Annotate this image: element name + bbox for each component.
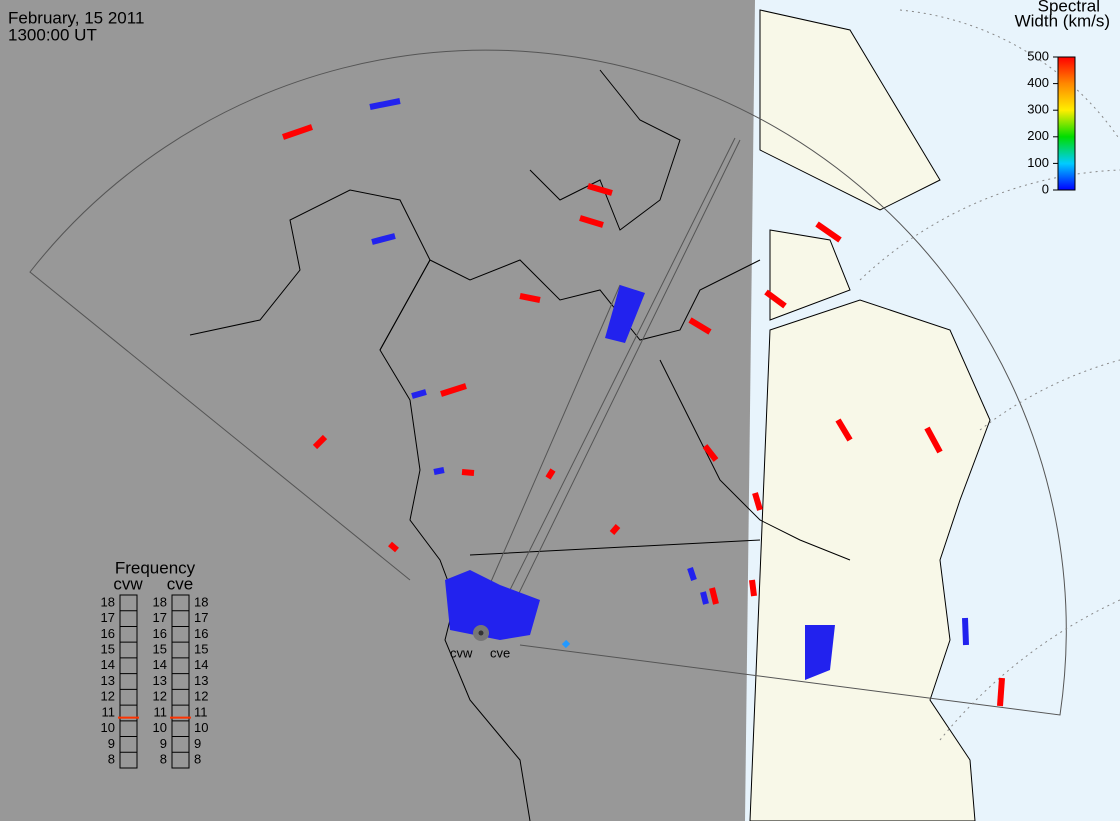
- frequency-tick-label: 17: [194, 610, 208, 625]
- colorbar: [1057, 56, 1076, 191]
- frequency-tick-label: 8: [194, 752, 201, 767]
- frequency-tick-label: 12: [101, 689, 115, 704]
- radar-name: cvw: [113, 574, 143, 593]
- frequency-tick-label: 18: [153, 594, 167, 609]
- frequency-tick-label: 14: [101, 657, 115, 672]
- frequency-tick-label: 16: [153, 626, 167, 641]
- frequency-tick-label: 10: [101, 720, 115, 735]
- site-label: cve: [490, 645, 510, 660]
- frequency-tick-label: 12: [153, 689, 167, 704]
- frequency-tick-label: 15: [194, 641, 208, 656]
- grid-circles: [859, 9, 1120, 741]
- colorbar-tick-label: 0: [1042, 181, 1049, 196]
- frequency-tick-label: 15: [153, 641, 167, 656]
- echoes: [282, 98, 1005, 707]
- coastlines: [189, 69, 851, 821]
- colorbar-tick-label: 500: [1027, 48, 1049, 63]
- frequency-tick-label: 10: [153, 720, 167, 735]
- time: 1300:00 UT: [8, 25, 97, 44]
- colorbar-tick-label: 100: [1027, 155, 1049, 170]
- coverage-fan: [29, 49, 1067, 716]
- frequency-tick-label: 14: [194, 657, 208, 672]
- frequency-tick-label: 18: [194, 594, 208, 609]
- radar-name: cve: [167, 574, 193, 593]
- land: [749, 9, 991, 821]
- frequency-tick-label: 9: [194, 736, 201, 751]
- colorbar-title: Width (km/s): [1015, 11, 1110, 30]
- frequency-tick-label: 18: [101, 594, 115, 609]
- frequency-tick-label: 12: [194, 689, 208, 704]
- frequency-tick-label: 13: [101, 673, 115, 688]
- frequency-tick-label: 11: [154, 704, 168, 719]
- date: February, 15 2011: [8, 8, 144, 27]
- frequency-tick-label: 16: [194, 626, 208, 641]
- frequency-tick-label: 15: [101, 641, 115, 656]
- frequency-tick-label: 10: [194, 720, 208, 735]
- frequency-tick-label: 13: [153, 673, 167, 688]
- radar-site: [478, 630, 484, 636]
- frequency-tick-label: 13: [194, 673, 208, 688]
- colorbar-tick-label: 400: [1027, 75, 1049, 90]
- frequency-tick-label: 17: [153, 610, 167, 625]
- frequency-title: Frequency: [115, 558, 196, 577]
- frequency-tick-label: 8: [160, 752, 167, 767]
- site-label: cvw: [450, 645, 473, 660]
- frequency-tick-label: 9: [108, 736, 115, 751]
- colorbar-title: Spectral: [1038, 0, 1100, 15]
- frequency-tick-label: 9: [160, 736, 167, 751]
- frequency-tick-label: 11: [194, 704, 208, 719]
- frequency-tick-label: 8: [108, 752, 115, 767]
- frequency-tick-label: 16: [101, 626, 115, 641]
- frequency-tick-label: 11: [102, 704, 116, 719]
- frequency-tick-label: 14: [153, 657, 167, 672]
- colorbar-tick-label: 200: [1027, 128, 1049, 143]
- frequency-tick-label: 17: [101, 610, 115, 625]
- colorbar-tick-label: 300: [1027, 102, 1049, 117]
